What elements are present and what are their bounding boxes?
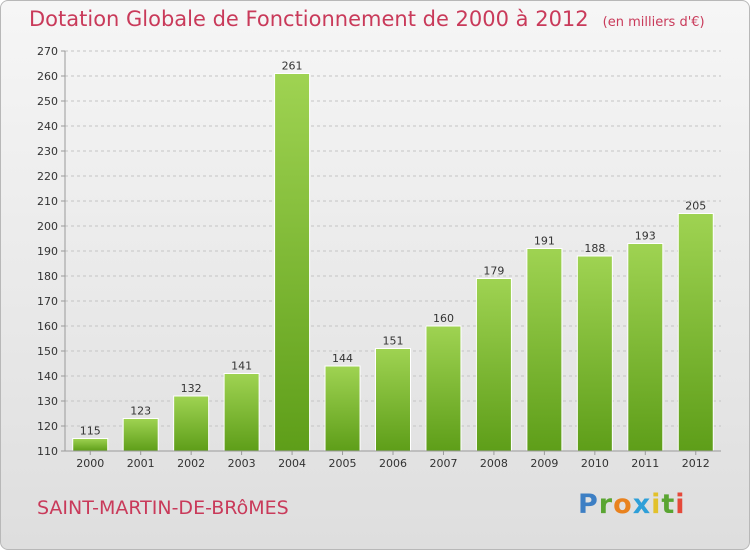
unit-label: (en milliers d'€) xyxy=(602,15,705,30)
commune-name: SAINT-MARTIN-DE-BRôMES xyxy=(37,497,289,519)
data-label: 261 xyxy=(282,60,303,73)
data-label: 132 xyxy=(181,382,202,395)
data-label: 123 xyxy=(130,405,151,418)
chart-title: Dotation Globale de Fonctionnement de 20… xyxy=(29,7,705,31)
bar-2000 xyxy=(72,438,109,452)
proxiti-logo: Proxiti xyxy=(578,489,686,520)
bar-2007 xyxy=(425,325,462,452)
x-tick-label: 2005 xyxy=(329,457,357,470)
x-tick-label: 2000 xyxy=(76,457,104,470)
y-tick-label: 120 xyxy=(37,420,58,433)
x-tick-label: 2003 xyxy=(228,457,256,470)
x-tick-label: 2008 xyxy=(480,457,508,470)
x-tick-label: 2004 xyxy=(278,457,306,470)
y-tick-label: 130 xyxy=(37,395,58,408)
bar-2008 xyxy=(475,278,512,452)
data-label: 144 xyxy=(332,352,353,365)
bar-2012 xyxy=(677,213,714,452)
bar-2005 xyxy=(324,365,361,452)
data-label: 141 xyxy=(231,360,252,373)
y-tick-label: 260 xyxy=(37,70,58,83)
x-tick-label: 2001 xyxy=(127,457,155,470)
data-label: 193 xyxy=(635,230,656,243)
data-label: 205 xyxy=(685,200,706,213)
y-tick-label: 140 xyxy=(37,370,58,383)
data-label: 151 xyxy=(383,335,404,348)
title-text: Dotation Globale de Fonctionnement de 20… xyxy=(29,7,589,31)
bar-2003 xyxy=(223,373,260,452)
data-label: 188 xyxy=(584,242,605,255)
data-labels: 115 123 132 141 261 144 151 160 179 191 188 193 205 xyxy=(80,60,707,438)
bar-2001 xyxy=(122,418,159,452)
bar-2009 xyxy=(526,248,563,452)
data-label: 115 xyxy=(80,425,101,438)
y-tick-label: 110 xyxy=(37,445,58,458)
bar-2010 xyxy=(576,255,613,452)
data-label: 191 xyxy=(534,235,555,248)
x-tick-label: 2009 xyxy=(530,457,558,470)
y-tick-label: 210 xyxy=(37,195,58,208)
x-tick-label: 2006 xyxy=(379,457,407,470)
axes: 110 120 130 140 150 160 170 180 190 200 210 220 230 2… xyxy=(37,45,721,470)
y-tick-label: 200 xyxy=(37,220,58,233)
x-tick-label: 2002 xyxy=(177,457,205,470)
y-tick-label: 220 xyxy=(37,170,58,183)
bar-2011 xyxy=(627,243,664,452)
y-tick-label: 150 xyxy=(37,345,58,358)
y-tick-label: 230 xyxy=(37,145,58,158)
x-tick-label: 2011 xyxy=(631,457,659,470)
bars xyxy=(72,73,714,452)
bar-2002 xyxy=(173,395,210,452)
y-tick-label: 170 xyxy=(37,295,58,308)
y-tick-label: 240 xyxy=(37,120,58,133)
data-label: 179 xyxy=(483,265,504,278)
y-tick-label: 250 xyxy=(37,95,58,108)
bar-2006 xyxy=(375,348,411,452)
y-tick-label: 270 xyxy=(37,45,58,58)
x-tick-label: 2007 xyxy=(429,457,457,470)
data-label: 160 xyxy=(433,312,454,325)
y-tick-label: 160 xyxy=(37,320,58,333)
x-tick-label: 2012 xyxy=(682,457,710,470)
y-tick-label: 180 xyxy=(37,270,58,283)
bar-2004 xyxy=(274,73,311,452)
x-tick-label: 2010 xyxy=(581,457,609,470)
y-tick-label: 190 xyxy=(37,245,58,258)
